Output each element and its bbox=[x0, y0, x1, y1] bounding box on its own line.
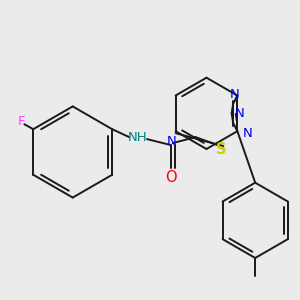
Text: S: S bbox=[216, 142, 226, 157]
Text: N: N bbox=[242, 127, 252, 140]
Text: N: N bbox=[230, 88, 240, 100]
Text: O: O bbox=[165, 170, 177, 185]
Text: N: N bbox=[235, 107, 244, 120]
Text: F: F bbox=[18, 115, 25, 128]
Text: NH: NH bbox=[127, 130, 147, 144]
Text: N: N bbox=[167, 135, 176, 148]
